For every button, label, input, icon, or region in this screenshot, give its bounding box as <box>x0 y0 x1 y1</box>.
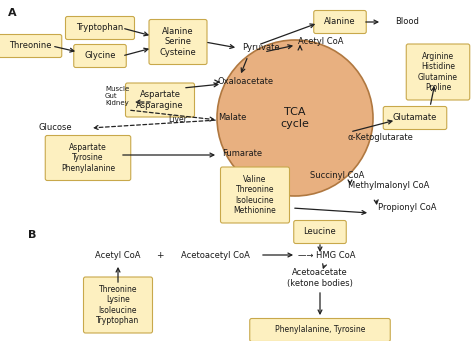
Text: Muscle
Gut
Kidney: Muscle Gut Kidney <box>105 86 129 106</box>
Text: Blood: Blood <box>395 17 419 27</box>
Text: Threonine
Lysine
Isoleucine
Tryptophan: Threonine Lysine Isoleucine Tryptophan <box>96 285 140 325</box>
Text: B: B <box>28 230 36 240</box>
Text: Oxaloacetate: Oxaloacetate <box>218 77 274 87</box>
Text: Methylmalonyl CoA: Methylmalonyl CoA <box>348 181 429 191</box>
FancyBboxPatch shape <box>0 34 62 58</box>
Text: α-Ketoglutarate: α-Ketoglutarate <box>348 133 414 143</box>
Text: +: + <box>156 251 164 260</box>
FancyBboxPatch shape <box>126 83 194 117</box>
Text: Glucose: Glucose <box>38 123 72 133</box>
Text: —→ HMG CoA: —→ HMG CoA <box>298 251 356 260</box>
Text: A: A <box>8 8 17 18</box>
FancyBboxPatch shape <box>83 277 153 333</box>
Text: Propionyl CoA: Propionyl CoA <box>378 204 437 212</box>
Ellipse shape <box>217 40 373 196</box>
Text: TCA
cycle: TCA cycle <box>281 107 310 129</box>
Text: Arginine
Histidine
Glutamine
Proline: Arginine Histidine Glutamine Proline <box>418 52 458 92</box>
Text: Malate: Malate <box>218 114 246 122</box>
FancyBboxPatch shape <box>314 11 366 33</box>
Text: Aspartate
Asparagine: Aspartate Asparagine <box>136 90 184 110</box>
Text: Pyruvate: Pyruvate <box>242 44 280 53</box>
Text: Phenylalanine, Tyrosine: Phenylalanine, Tyrosine <box>275 326 365 335</box>
FancyBboxPatch shape <box>65 16 135 40</box>
Text: Acetyl CoA: Acetyl CoA <box>298 38 344 46</box>
Text: Tryptophan: Tryptophan <box>76 24 124 32</box>
Text: Alanine: Alanine <box>324 17 356 27</box>
Text: Fumarate: Fumarate <box>222 149 262 159</box>
Text: Glutamate: Glutamate <box>393 114 437 122</box>
Text: Acetoacetate
(ketone bodies): Acetoacetate (ketone bodies) <box>287 268 353 288</box>
Text: Liver: Liver <box>168 116 187 124</box>
Text: Leucine: Leucine <box>304 227 337 237</box>
Text: Glycine: Glycine <box>84 51 116 60</box>
FancyBboxPatch shape <box>220 167 290 223</box>
Text: Acetoacetyl CoA: Acetoacetyl CoA <box>181 251 249 260</box>
FancyBboxPatch shape <box>294 221 346 243</box>
Text: Succinyl CoA: Succinyl CoA <box>310 170 365 179</box>
Text: Threonine: Threonine <box>9 42 51 50</box>
Text: Alanine
Serine
Cysteine: Alanine Serine Cysteine <box>160 27 196 57</box>
Text: Acetyl CoA: Acetyl CoA <box>95 251 141 260</box>
FancyBboxPatch shape <box>383 106 447 130</box>
FancyBboxPatch shape <box>45 135 131 180</box>
FancyBboxPatch shape <box>250 318 390 341</box>
FancyBboxPatch shape <box>406 44 470 100</box>
Text: Aspartate
Tyrosine
Phenylalanine: Aspartate Tyrosine Phenylalanine <box>61 143 115 173</box>
Text: Valine
Threonine
Isoleucine
Methionine: Valine Threonine Isoleucine Methionine <box>234 175 276 215</box>
FancyBboxPatch shape <box>149 19 207 64</box>
FancyBboxPatch shape <box>74 44 126 68</box>
